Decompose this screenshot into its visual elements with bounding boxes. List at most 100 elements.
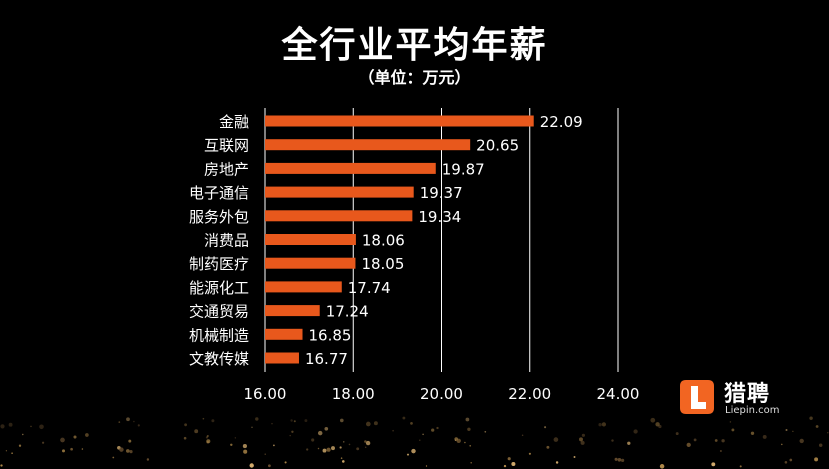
sparkle-dot bbox=[546, 445, 550, 449]
sparkle-dot bbox=[686, 442, 691, 448]
sparkle-dot bbox=[133, 420, 135, 423]
x-tick-label: 22.00 bbox=[508, 385, 551, 403]
sparkle-dot bbox=[465, 417, 470, 422]
bar bbox=[265, 305, 320, 317]
sparkle-dot bbox=[249, 463, 254, 468]
sparkle-dot bbox=[611, 439, 614, 442]
x-tick-label: 18.00 bbox=[332, 385, 375, 403]
sparkle-dot bbox=[714, 439, 718, 442]
sparkle-dot bbox=[70, 447, 73, 451]
sparkle-dot bbox=[464, 441, 466, 444]
sparkle-dot bbox=[291, 430, 294, 433]
sparkle-dot bbox=[818, 443, 823, 448]
sparkle-dot bbox=[456, 438, 461, 444]
logo-badge-icon bbox=[680, 380, 714, 414]
sparkle-dot bbox=[343, 441, 345, 443]
sparkle-dot bbox=[470, 461, 472, 464]
value-label: 19.87 bbox=[442, 160, 485, 178]
sparkle-dot bbox=[454, 439, 457, 441]
sparkle-dot bbox=[304, 419, 308, 423]
sparkle-dot bbox=[340, 457, 343, 459]
sparkle-dot bbox=[322, 448, 327, 453]
sparkle-dot bbox=[184, 423, 188, 427]
sparkle-dot bbox=[273, 444, 275, 447]
bar bbox=[265, 328, 303, 340]
sparkle-dot bbox=[289, 434, 291, 437]
category-label: 消费品 bbox=[204, 232, 249, 250]
sparkle-dot bbox=[39, 424, 44, 430]
sparkle-dot bbox=[627, 441, 631, 445]
sparkle-dot bbox=[264, 453, 266, 455]
sparkle-dot bbox=[827, 432, 829, 434]
bar bbox=[265, 281, 342, 293]
sparkle-dot bbox=[271, 422, 273, 425]
sparkle-dot bbox=[581, 433, 586, 437]
sparkle-dot bbox=[521, 434, 524, 437]
value-label: 17.74 bbox=[348, 279, 391, 297]
value-label: 17.24 bbox=[326, 303, 369, 321]
sparkle-dot bbox=[785, 428, 788, 432]
sparkle-dot bbox=[467, 427, 471, 431]
x-tick-label: 24.00 bbox=[597, 385, 640, 403]
sparkle-dot bbox=[234, 437, 236, 439]
sparkle-dot bbox=[402, 416, 406, 420]
sparkle-dot bbox=[436, 426, 439, 430]
sparkle-dot bbox=[544, 426, 547, 429]
sparkle-dot bbox=[324, 426, 329, 431]
category-label: 能源化工 bbox=[189, 279, 249, 297]
sparkle-dot bbox=[419, 439, 421, 441]
x-tick-label: 16.00 bbox=[244, 385, 287, 403]
sparkle-dot bbox=[331, 446, 335, 451]
sparkle-dot bbox=[410, 422, 413, 425]
sparkle-dot bbox=[339, 446, 342, 449]
bar bbox=[265, 210, 413, 222]
value-label: 19.37 bbox=[420, 184, 463, 202]
sparkle-decoration bbox=[0, 416, 829, 469]
sparkle-dot bbox=[731, 428, 735, 432]
sparkle-dot bbox=[128, 439, 132, 443]
sparkle-dot bbox=[555, 461, 559, 464]
sparkle-dot bbox=[484, 430, 487, 433]
sparkle-dot bbox=[306, 448, 309, 451]
sparkle-dot bbox=[809, 416, 813, 420]
sparkle-dot bbox=[129, 449, 133, 454]
sparkle-dot bbox=[528, 452, 531, 455]
bar bbox=[265, 186, 414, 198]
sparkle-dot bbox=[750, 431, 755, 435]
sparkle-dot bbox=[365, 421, 371, 427]
sparkle-dot bbox=[230, 443, 233, 447]
sparkle-dot bbox=[650, 417, 656, 423]
sparkle-dot bbox=[469, 444, 472, 447]
category-label: 机械制造 bbox=[189, 326, 249, 344]
sparkle-dot bbox=[348, 443, 351, 446]
sparkle-dot bbox=[739, 465, 742, 468]
sparkle-dot bbox=[0, 464, 3, 467]
sparkle-dot bbox=[317, 447, 320, 450]
sparkle-dot bbox=[81, 448, 84, 450]
sparkle-dot bbox=[729, 421, 732, 423]
category-label: 互联网 bbox=[204, 137, 249, 155]
bar bbox=[265, 257, 356, 269]
sparkle-dot bbox=[675, 432, 679, 436]
sparkle-dot bbox=[202, 417, 205, 420]
chart-title: 全行业平均年薪 bbox=[281, 25, 548, 66]
sparkle-dot bbox=[22, 433, 24, 436]
bar bbox=[265, 352, 299, 364]
sparkle-dot bbox=[711, 462, 716, 467]
sparkle-dot bbox=[356, 447, 360, 451]
sparkle-dot bbox=[422, 433, 424, 436]
sparkle-dot bbox=[815, 425, 819, 428]
logo-name: 猎聘 bbox=[724, 382, 771, 407]
sparkle-dot bbox=[553, 437, 559, 442]
value-label: 16.85 bbox=[309, 326, 352, 344]
sparkle-dot bbox=[406, 453, 410, 456]
sparkle-dot bbox=[579, 437, 583, 442]
category-label: 电子通信 bbox=[189, 184, 249, 202]
sparkle-dot bbox=[620, 458, 625, 463]
sparkle-dot bbox=[507, 457, 511, 461]
sparkle-dot bbox=[789, 458, 793, 462]
sparkle-dot bbox=[119, 447, 124, 452]
sparkle-dot bbox=[290, 419, 293, 422]
sparkle-dot bbox=[364, 440, 367, 443]
